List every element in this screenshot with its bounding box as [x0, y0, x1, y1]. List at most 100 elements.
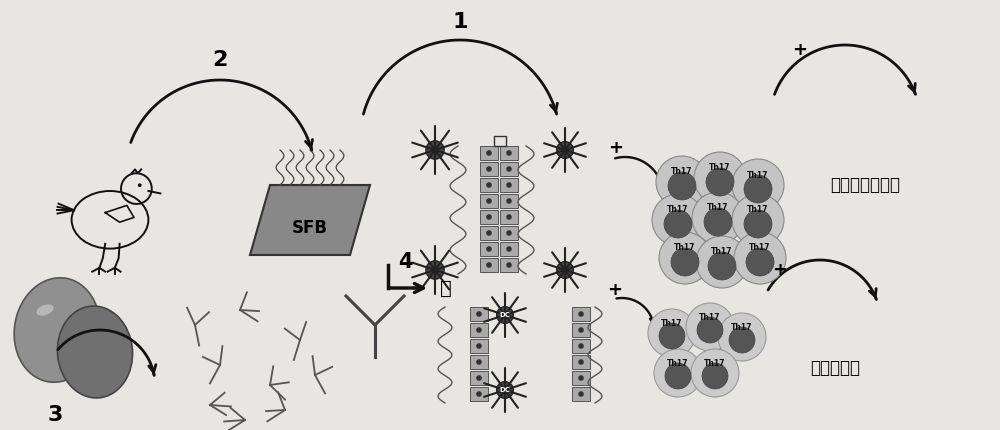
Bar — [470, 323, 488, 337]
Circle shape — [506, 198, 512, 204]
Text: Th17: Th17 — [731, 322, 753, 332]
Bar — [480, 226, 498, 240]
Circle shape — [694, 152, 746, 204]
Bar — [572, 387, 590, 401]
Circle shape — [706, 168, 734, 196]
Circle shape — [557, 261, 573, 278]
Circle shape — [486, 262, 492, 268]
Circle shape — [506, 166, 512, 172]
Circle shape — [746, 248, 774, 276]
Circle shape — [654, 349, 702, 397]
Bar — [480, 178, 498, 192]
Circle shape — [476, 375, 482, 381]
Circle shape — [138, 183, 142, 187]
Bar — [480, 210, 498, 224]
Ellipse shape — [36, 304, 54, 316]
Bar — [470, 387, 488, 401]
Circle shape — [691, 349, 739, 397]
Bar — [572, 323, 590, 337]
Bar — [494, 136, 506, 146]
Text: 3: 3 — [47, 405, 63, 425]
Circle shape — [506, 214, 512, 220]
Bar — [500, 210, 518, 224]
Circle shape — [486, 150, 492, 156]
Text: Th17: Th17 — [674, 243, 696, 252]
Circle shape — [476, 359, 482, 365]
Text: Th17: Th17 — [747, 206, 769, 215]
Text: 自身免疫特应性: 自身免疫特应性 — [830, 176, 900, 194]
Bar — [480, 258, 498, 272]
Circle shape — [692, 192, 744, 244]
Ellipse shape — [14, 278, 100, 382]
Bar — [572, 339, 590, 353]
Text: Th17: Th17 — [704, 359, 726, 368]
Bar — [500, 162, 518, 176]
Bar — [572, 371, 590, 385]
Bar — [480, 146, 498, 160]
Circle shape — [702, 363, 728, 389]
Text: Th17: Th17 — [709, 163, 731, 172]
Bar — [500, 258, 518, 272]
Bar — [500, 242, 518, 256]
Circle shape — [664, 210, 692, 238]
Bar — [480, 194, 498, 208]
Text: 肠: 肠 — [440, 279, 452, 298]
Bar — [480, 162, 498, 176]
Circle shape — [506, 262, 512, 268]
Circle shape — [744, 175, 772, 203]
Text: Th17: Th17 — [699, 313, 721, 322]
Bar — [500, 226, 518, 240]
Text: Th17: Th17 — [747, 171, 769, 179]
Bar — [500, 194, 518, 208]
Text: Th17: Th17 — [667, 359, 689, 368]
Text: DC: DC — [500, 312, 510, 318]
Circle shape — [506, 246, 512, 252]
Text: SFB: SFB — [292, 219, 328, 237]
Circle shape — [476, 391, 482, 397]
Text: +: + — [608, 281, 622, 299]
Circle shape — [557, 141, 573, 158]
Circle shape — [426, 261, 444, 279]
Text: Th17: Th17 — [749, 243, 771, 252]
Circle shape — [486, 198, 492, 204]
Circle shape — [578, 359, 584, 365]
Text: DC: DC — [500, 387, 510, 393]
Circle shape — [486, 246, 492, 252]
Text: Th17: Th17 — [667, 206, 689, 215]
Circle shape — [486, 182, 492, 188]
Circle shape — [659, 323, 685, 349]
Circle shape — [734, 232, 786, 284]
Text: +: + — [608, 139, 624, 157]
Circle shape — [506, 182, 512, 188]
Circle shape — [578, 327, 584, 333]
Circle shape — [656, 156, 708, 208]
Circle shape — [486, 230, 492, 236]
Bar — [470, 307, 488, 321]
Circle shape — [696, 236, 748, 288]
Circle shape — [578, 375, 584, 381]
Text: +: + — [772, 261, 788, 279]
Circle shape — [744, 210, 772, 238]
Circle shape — [652, 194, 704, 246]
Bar — [480, 242, 498, 256]
Circle shape — [665, 363, 691, 389]
Text: Th17: Th17 — [711, 248, 733, 257]
Bar — [470, 339, 488, 353]
Circle shape — [497, 307, 513, 323]
Bar — [470, 371, 488, 385]
Circle shape — [718, 313, 766, 361]
Circle shape — [476, 311, 482, 317]
Circle shape — [426, 141, 444, 159]
Bar — [572, 307, 590, 321]
Circle shape — [486, 166, 492, 172]
Bar — [500, 178, 518, 192]
Circle shape — [486, 214, 492, 220]
Circle shape — [648, 309, 696, 357]
Ellipse shape — [57, 306, 133, 398]
Polygon shape — [250, 185, 370, 255]
Text: Th17: Th17 — [661, 319, 683, 328]
Bar — [500, 146, 518, 160]
Text: 2: 2 — [212, 50, 228, 70]
Circle shape — [506, 150, 512, 156]
Text: 1: 1 — [452, 12, 468, 32]
